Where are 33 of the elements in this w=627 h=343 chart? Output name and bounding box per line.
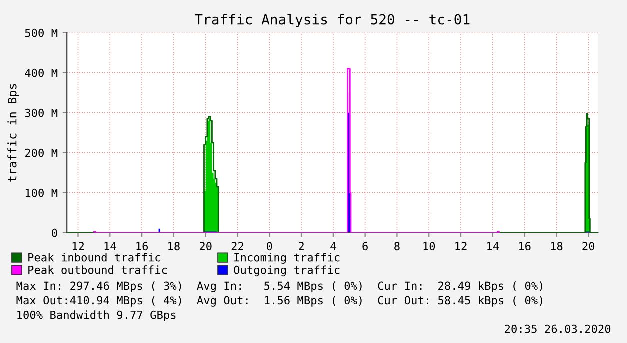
y-tick-label: 0 <box>52 228 58 238</box>
x-tick-label: 10 <box>424 242 436 251</box>
x-tick-label: 2 <box>299 242 304 250</box>
x-tick-label: 20 <box>200 242 212 251</box>
x-tick-label: 22 <box>232 242 244 250</box>
x-tick-label: 16 <box>136 242 148 251</box>
x-tick-label: 6 <box>362 242 368 251</box>
text: Max Out:410.94 MBps ( 4%) Avg Out: 1.56 MBps ( 0%) Cur Out: 58.45 kBps ( 0%) <box>16 296 542 307</box>
x-tick-label: 16 <box>519 242 531 251</box>
legend-label: Peak inbound traffic <box>28 253 160 262</box>
text: 20:35 26.03.2020 <box>505 324 611 334</box>
x-tick-label: 12 <box>456 242 467 250</box>
x-tick-label: 18 <box>168 242 180 251</box>
y-tick-label: 500 M <box>25 28 58 38</box>
x-tick-label: 20 <box>582 242 595 251</box>
x-tick-label: 14 <box>104 242 116 250</box>
y-tick-label: 400 M <box>25 68 58 78</box>
x-tick-label: 14 <box>488 242 500 250</box>
x-tick-label: 18 <box>551 242 563 251</box>
x-tick-label: 0 <box>267 242 272 251</box>
x-tick-label: 8 <box>394 242 400 251</box>
y-tick-label: 200 M <box>25 148 58 158</box>
text: Max In: 297.46 MBps ( 3%) Avg In: 5.54 MBps ( 0%) Cur In: 28.49 kBps ( 0%) <box>16 282 542 292</box>
legend-label: Incoming traffic <box>234 253 340 264</box>
legend-label: Peak outbound traffic <box>28 266 168 274</box>
legend-label: Outgoing traffic <box>234 266 340 277</box>
chart-title: Traffic Analysis for 520 -- tc-01 <box>194 14 470 28</box>
x-tick-label: 12 <box>72 242 84 250</box>
y-tick-label: 300 M <box>25 108 58 118</box>
y-tick-label: 100 M <box>26 188 58 198</box>
y-axis-title: traffic in Bps <box>8 84 20 182</box>
x-tick-label: 4 <box>330 242 336 250</box>
text: 100% Bandwidth 9.77 GBps <box>18 310 176 322</box>
